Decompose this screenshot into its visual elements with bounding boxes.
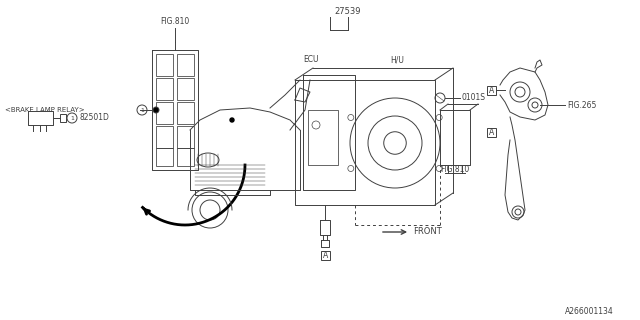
Text: FRONT: FRONT bbox=[413, 228, 442, 236]
Text: 1: 1 bbox=[140, 108, 144, 113]
Text: FIG.810: FIG.810 bbox=[161, 18, 189, 27]
Bar bbox=[156, 126, 173, 148]
Text: ECU: ECU bbox=[303, 55, 319, 65]
Bar bbox=[177, 78, 194, 100]
Bar bbox=[156, 102, 173, 124]
Text: FIG.810: FIG.810 bbox=[440, 165, 469, 174]
Bar bbox=[60, 114, 66, 122]
Text: 1: 1 bbox=[70, 116, 74, 121]
Bar bbox=[156, 54, 173, 76]
Text: 27539: 27539 bbox=[335, 7, 361, 17]
Circle shape bbox=[230, 118, 234, 122]
Bar bbox=[156, 78, 173, 100]
Bar bbox=[177, 102, 194, 124]
Bar bbox=[177, 126, 194, 148]
Bar bbox=[156, 148, 173, 166]
Text: A: A bbox=[489, 128, 494, 137]
Bar bbox=[177, 54, 194, 76]
Text: A: A bbox=[323, 251, 328, 260]
Bar bbox=[487, 128, 496, 137]
Bar bbox=[308, 110, 338, 165]
Text: FIG.265: FIG.265 bbox=[567, 100, 596, 109]
Bar bbox=[487, 86, 496, 95]
Text: H/U: H/U bbox=[390, 55, 404, 65]
Circle shape bbox=[153, 107, 159, 113]
Text: A266001134: A266001134 bbox=[565, 308, 614, 316]
Bar bbox=[177, 148, 194, 166]
Text: 82501D: 82501D bbox=[79, 114, 109, 123]
Bar bbox=[321, 251, 330, 260]
Text: A: A bbox=[489, 86, 494, 95]
Text: 0101S: 0101S bbox=[462, 93, 486, 102]
Text: <BRAKE LAMP RELAY>: <BRAKE LAMP RELAY> bbox=[5, 107, 84, 113]
